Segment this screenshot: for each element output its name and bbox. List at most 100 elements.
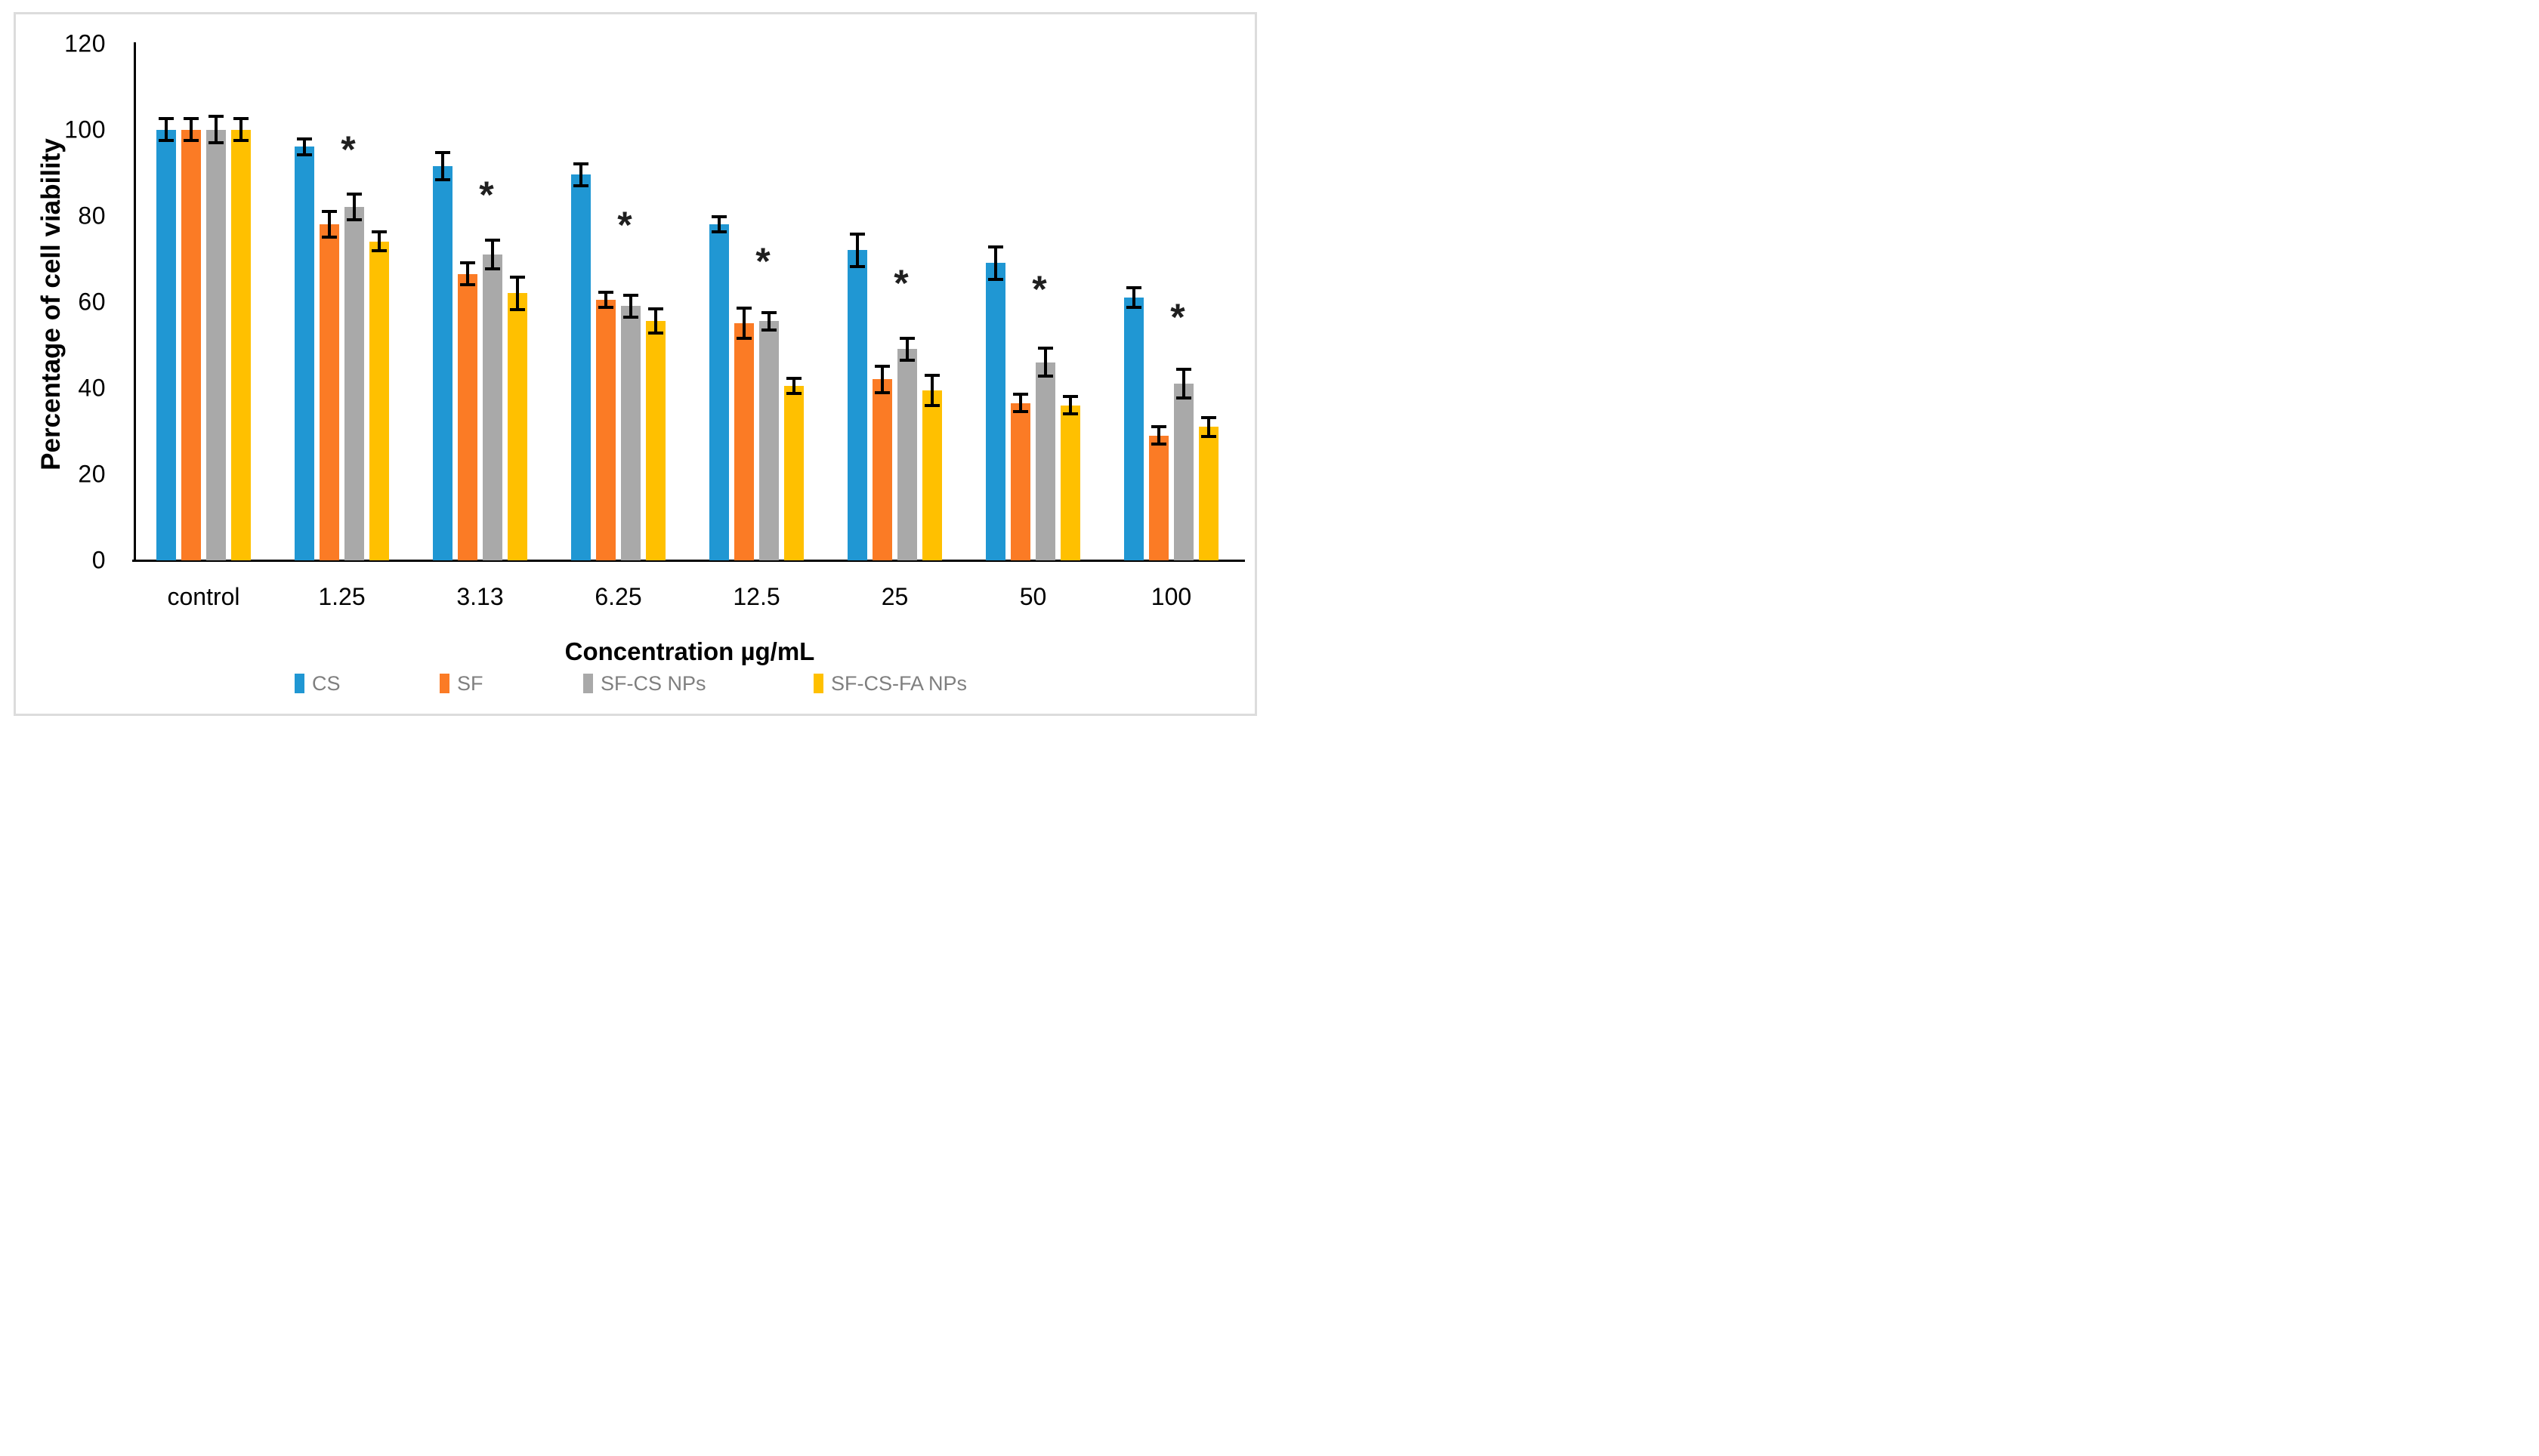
bar-SF-CS NPs-3.13 bbox=[483, 254, 502, 560]
error-bar-SF-CS-FA NPs-1.25 bbox=[378, 232, 381, 251]
legend-label-SF-CS NPs: SF-CS NPs bbox=[601, 672, 706, 695]
bar-SF-CS-FA NPs-12.5 bbox=[784, 385, 804, 560]
bar-SF-CS NPs-6.25 bbox=[621, 306, 641, 560]
bar-SF-50 bbox=[1011, 403, 1030, 560]
bar-SF-25 bbox=[873, 379, 892, 560]
x-axis-title: Concentration µg/mL bbox=[564, 637, 815, 665]
x-tick-label-100: 100 bbox=[1151, 583, 1192, 610]
error-cap-top-SF-100 bbox=[1151, 425, 1166, 429]
error-cap-bottom-CS-50 bbox=[988, 278, 1003, 282]
error-bar-SF-25 bbox=[881, 366, 884, 393]
bar-SF-CS NPs-100 bbox=[1174, 384, 1194, 560]
error-cap-bottom-CS-12.5 bbox=[712, 230, 727, 234]
x-tick-label-12.5: 12.5 bbox=[733, 583, 780, 610]
error-cap-top-CS-control bbox=[159, 117, 174, 121]
error-cap-bottom-CS-100 bbox=[1126, 306, 1141, 310]
error-cap-top-SF-6.25 bbox=[598, 290, 613, 294]
error-cap-top-CS-1.25 bbox=[297, 137, 312, 141]
significance-asterisk-6.25: * bbox=[617, 203, 632, 246]
x-tick-label-1.25: 1.25 bbox=[318, 583, 366, 610]
significance-asterisk-12.5: * bbox=[755, 240, 771, 282]
y-tick-label-0: 0 bbox=[91, 546, 106, 574]
error-cap-top-CS-3.13 bbox=[435, 150, 450, 154]
error-cap-bottom-CS-1.25 bbox=[297, 153, 312, 156]
error-bar-SF-CS NPs-3.13 bbox=[491, 240, 494, 269]
error-cap-bottom-CS-control bbox=[159, 138, 174, 142]
bar-SF-100 bbox=[1149, 435, 1169, 560]
error-cap-top-CS-25 bbox=[850, 232, 865, 236]
error-cap-bottom-SF-CS-FA NPs-6.25 bbox=[648, 332, 663, 335]
legend-label-SF-CS-FA NPs: SF-CS-FA NPs bbox=[831, 672, 968, 695]
error-cap-bottom-SF-1.25 bbox=[322, 236, 337, 239]
error-bar-SF-12.5 bbox=[743, 308, 746, 339]
error-cap-bottom-SF-CS-FA NPs-50 bbox=[1063, 412, 1078, 416]
error-cap-top-SF-CS-FA NPs-3.13 bbox=[510, 275, 525, 279]
x-tick-label-control: control bbox=[167, 583, 240, 610]
error-bar-SF-CS NPs-control bbox=[215, 116, 218, 143]
error-bar-CS-25 bbox=[856, 233, 859, 267]
x-tick-label-3.13: 3.13 bbox=[456, 583, 504, 610]
error-cap-top-SF-CS NPs-12.5 bbox=[761, 311, 777, 314]
bar-CS-3.13 bbox=[433, 166, 453, 560]
bar-SF-CS NPs-12.5 bbox=[759, 321, 779, 560]
bar-CS-1.25 bbox=[295, 147, 314, 560]
error-bar-SF-CS NPs-50 bbox=[1044, 348, 1047, 376]
error-bar-SF-1.25 bbox=[328, 211, 331, 238]
error-bar-CS-3.13 bbox=[441, 152, 444, 180]
y-tick-label-60: 60 bbox=[78, 288, 106, 316]
error-cap-bottom-SF-CS-FA NPs-3.13 bbox=[510, 308, 525, 312]
bar-CS-control bbox=[156, 129, 176, 560]
error-cap-bottom-SF-CS-FA NPs-control bbox=[233, 138, 249, 142]
error-cap-top-SF-1.25 bbox=[322, 209, 337, 213]
bar-SF-CS-FA NPs-50 bbox=[1061, 405, 1080, 560]
error-cap-bottom-SF-3.13 bbox=[460, 282, 475, 286]
y-tick-label-120: 120 bbox=[64, 29, 106, 57]
error-bar-SF-CS NPs-25 bbox=[906, 338, 909, 360]
y-tick-label-80: 80 bbox=[78, 202, 106, 230]
bar-SF-CS-FA NPs-100 bbox=[1199, 427, 1219, 560]
error-cap-top-CS-50 bbox=[988, 245, 1003, 248]
bar-SF-3.13 bbox=[458, 273, 477, 560]
bar-SF-1.25 bbox=[320, 224, 339, 560]
x-tick-label-50: 50 bbox=[1019, 583, 1047, 610]
bar-SF-CS-FA NPs-3.13 bbox=[508, 293, 527, 560]
error-cap-top-SF-CS NPs-100 bbox=[1176, 368, 1191, 372]
error-bar-SF-CS-FA NPs-12.5 bbox=[792, 378, 795, 394]
bar-SF-control bbox=[181, 129, 201, 560]
error-cap-top-SF-50 bbox=[1013, 393, 1028, 396]
error-cap-top-SF-CS-FA NPs-25 bbox=[925, 373, 940, 377]
chart-figure: Percentage of cell viability 0 20 40 60 80 10… bbox=[0, 0, 1269, 728]
error-cap-bottom-CS-25 bbox=[850, 264, 865, 268]
error-cap-top-SF-12.5 bbox=[737, 307, 752, 310]
error-bar-SF-CS NPs-1.25 bbox=[353, 194, 356, 221]
error-cap-top-SF-CS NPs-6.25 bbox=[623, 294, 638, 298]
significance-asterisk-3.13: * bbox=[479, 173, 494, 216]
error-cap-bottom-CS-3.13 bbox=[435, 178, 450, 182]
error-cap-bottom-SF-25 bbox=[875, 390, 890, 394]
error-bar-CS-control bbox=[165, 119, 168, 140]
bar-CS-100 bbox=[1124, 298, 1144, 560]
error-bar-SF-CS-FA NPs-3.13 bbox=[516, 276, 519, 310]
x-axis-line bbox=[132, 560, 1245, 562]
bar-SF-CS-FA NPs-25 bbox=[922, 390, 942, 560]
bar-SF-CS NPs-25 bbox=[897, 349, 917, 560]
error-cap-top-SF-CS-FA NPs-control bbox=[233, 117, 249, 121]
error-bar-SF-CS-FA NPs-100 bbox=[1207, 417, 1210, 436]
error-bar-SF-CS-FA NPs-6.25 bbox=[654, 309, 657, 334]
error-bar-SF-50 bbox=[1019, 394, 1022, 412]
y-tick-label-20: 20 bbox=[78, 460, 106, 488]
error-cap-bottom-SF-CS NPs-3.13 bbox=[485, 267, 500, 270]
legend-label-CS: CS bbox=[312, 672, 341, 695]
error-cap-top-SF-CS NPs-1.25 bbox=[347, 193, 362, 196]
y-tick-label-100: 100 bbox=[64, 116, 106, 143]
error-bar-SF-100 bbox=[1157, 427, 1160, 444]
error-cap-bottom-SF-CS NPs-100 bbox=[1176, 396, 1191, 399]
x-tick-label-25: 25 bbox=[881, 583, 909, 610]
error-cap-bottom-SF-CS-FA NPs-100 bbox=[1201, 434, 1216, 438]
error-bar-SF-3.13 bbox=[466, 263, 469, 285]
error-cap-top-SF-25 bbox=[875, 365, 890, 369]
bar-SF-CS NPs-50 bbox=[1036, 362, 1055, 560]
error-cap-bottom-SF-CS-FA NPs-1.25 bbox=[372, 249, 387, 253]
error-cap-top-CS-12.5 bbox=[712, 214, 727, 218]
legend-swatch-CS bbox=[295, 674, 304, 693]
